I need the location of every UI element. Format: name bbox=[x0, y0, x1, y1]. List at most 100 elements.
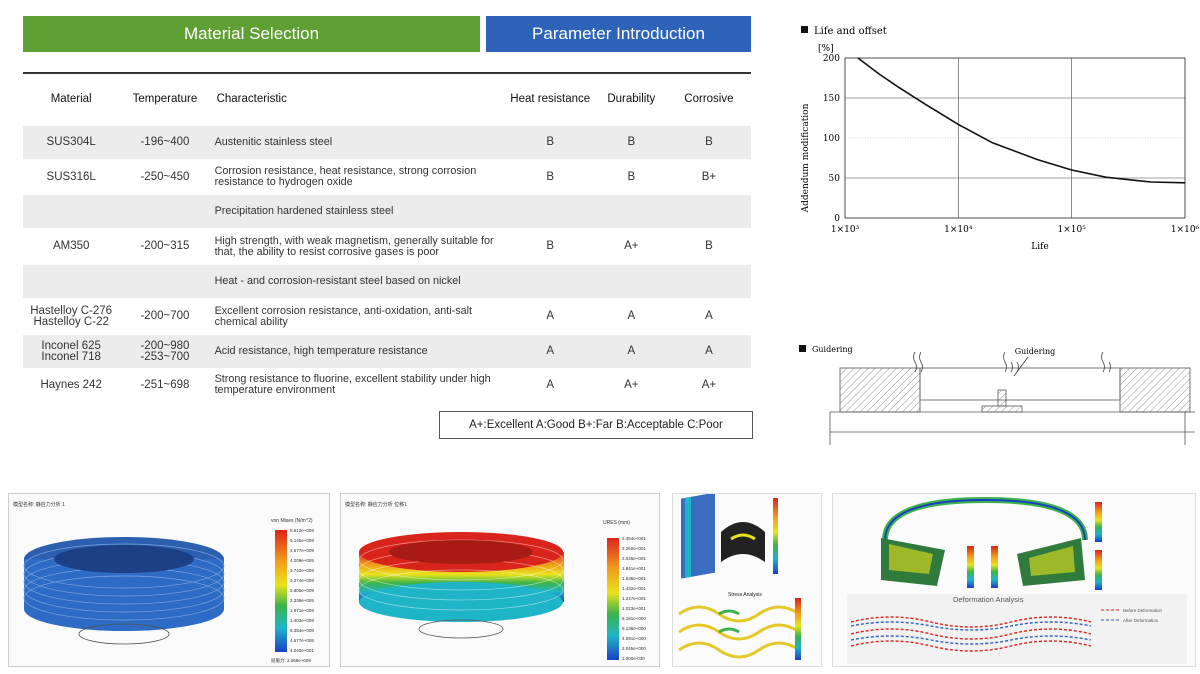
guidering-part bbox=[981, 405, 1023, 413]
temperature-cell: -250~450 bbox=[140, 170, 190, 183]
heat-cell: A bbox=[504, 335, 596, 368]
durability-cell: B bbox=[595, 126, 667, 159]
legend-value-label: 5.612e+009 bbox=[290, 528, 314, 533]
legend-value-label: 2.045e+001 bbox=[622, 556, 646, 561]
y-tick-label: 0 bbox=[834, 214, 840, 224]
table-row: Haynes 242 -251~698 Strong resistance to… bbox=[23, 368, 751, 402]
legend-value-label: 2.339e+009 bbox=[290, 598, 314, 603]
corrosive-cell: B bbox=[666, 126, 751, 159]
sim1-legend-title: von Mises (N/m^2) bbox=[271, 518, 313, 524]
legend-value-label: 2.250e+001 bbox=[622, 546, 646, 551]
seal-section-render bbox=[681, 492, 778, 579]
col-header-characteristic: Characteristic bbox=[216, 93, 287, 105]
durability-cell: A bbox=[595, 335, 667, 368]
legend-value-label: 4.677e+009 bbox=[290, 548, 314, 553]
legend-before-label: Before Deformation bbox=[1123, 608, 1163, 613]
coil-stack bbox=[23, 537, 225, 645]
tab-parameter-introduction[interactable]: Parameter Introduction bbox=[486, 16, 751, 52]
characteristic-cell: Excellent corrosion resistance, anti-oxi… bbox=[214, 304, 473, 328]
legend-value-label: 6.136e+000 bbox=[622, 626, 646, 631]
gasket-render bbox=[881, 496, 1102, 590]
legend-value-label: 1.000e-030 bbox=[622, 656, 645, 661]
temperature-cell: -200~980 -253~700 bbox=[119, 335, 211, 368]
heat-cell: B bbox=[546, 240, 555, 252]
legend-value-label: 4.091e+000 bbox=[622, 636, 646, 641]
legend-value-label: 8.181e+000 bbox=[622, 616, 646, 621]
deformation-title: Deformation Analysis bbox=[953, 595, 1024, 604]
temperature-cell: -196~400 bbox=[119, 126, 211, 159]
corrosive-cell: B bbox=[705, 240, 713, 252]
coil-stack-displacement bbox=[358, 532, 564, 639]
legend-value-label: 3.742e+009 bbox=[290, 568, 314, 573]
heat-cell: B bbox=[546, 170, 555, 183]
sim2-color-bar bbox=[607, 538, 619, 660]
corrosive-cell: A bbox=[666, 335, 751, 368]
legend-after-label: After Deformation bbox=[1123, 618, 1159, 623]
temperature-cell: -251~698 bbox=[140, 378, 190, 391]
legend-value-label: 2.045e+000 bbox=[622, 646, 646, 651]
temperature-cell: -200~700 bbox=[140, 310, 190, 322]
stress-simulation-1: 模型名称: 静应力分析 1 von Mises (N/m^2) 5.612e+0… bbox=[8, 493, 330, 667]
guidering-title-bullet bbox=[799, 345, 806, 352]
x-tick-label: 1×10⁶ bbox=[1171, 225, 1200, 235]
material-cell: Haynes 242 bbox=[40, 378, 102, 391]
right-housing bbox=[1119, 367, 1191, 413]
material-cell: Hastelloy C-276 Hastelloy C-22 bbox=[30, 304, 113, 328]
material-cell: SUS316L bbox=[46, 170, 96, 183]
sim1-footer: 屈服力: 2.068e+008 bbox=[271, 657, 311, 664]
legend-value-label: 2.806e+009 bbox=[290, 588, 314, 593]
tab-material-selection[interactable]: Material Selection bbox=[23, 16, 480, 52]
guidering-title: Guidering bbox=[812, 345, 853, 354]
table-row: SUS316L -250~450 Corrosion resistance, h… bbox=[23, 159, 751, 195]
table-row: SUS304L -196~400 Austenitic stainless st… bbox=[23, 126, 751, 159]
life-offset-chart-svg: Life and offset [%] Addendum modificatio… bbox=[801, 26, 1200, 252]
series-line bbox=[857, 57, 1186, 184]
characteristic-cell: High strength, with weak magnetism, gene… bbox=[214, 234, 494, 258]
stress-analysis-svg: Stress Analysis bbox=[678, 492, 801, 660]
y-tick-label: 200 bbox=[823, 54, 840, 64]
durability-cell: A+ bbox=[624, 378, 639, 391]
life-offset-chart: Life and offset [%] Addendum modificatio… bbox=[790, 18, 1200, 263]
legend-value-label: 9.354e+008 bbox=[290, 628, 314, 633]
sim2-legend-title: URES (mm) bbox=[603, 520, 630, 526]
heat-cell: B bbox=[504, 126, 596, 159]
deformation-box bbox=[847, 594, 1187, 664]
sim1-header: 模型名称: 静应力分析 1 bbox=[13, 501, 65, 508]
table-row: Hastelloy C-276 Hastelloy C-22 -200~700 … bbox=[23, 298, 751, 335]
guidering-callout: Guidering bbox=[1015, 347, 1056, 356]
characteristic-cell: Corrosion resistance, heat resistance, s… bbox=[214, 165, 477, 188]
y-tick-label: 150 bbox=[823, 94, 840, 104]
col-header-durability: Durability bbox=[607, 93, 656, 105]
chart-title: Life and offset bbox=[814, 26, 887, 37]
characteristic-cell: Acid resistance, high temperature resist… bbox=[210, 335, 505, 368]
material-cell: AM350 bbox=[52, 240, 90, 252]
wave-color-bar bbox=[795, 598, 801, 660]
seal-groove bbox=[919, 367, 1121, 401]
characteristic-cell: Strong resistance to fluorine, excellent… bbox=[214, 373, 491, 396]
legend-value-label: 1.841e+001 bbox=[622, 566, 646, 571]
stress-analysis-panel: Stress Analysis bbox=[672, 492, 822, 667]
corrosive-cell: A bbox=[705, 310, 713, 322]
section-label: Heat - and corrosion-resistant steel bas… bbox=[210, 265, 751, 298]
x-tick-label: 1×10⁴ bbox=[944, 225, 973, 235]
legend-value-label: 2.454e+001 bbox=[622, 536, 646, 541]
x-tick-label: 1×10³ bbox=[831, 225, 860, 235]
y-tick-label: 100 bbox=[823, 134, 840, 144]
stress-analysis-label: Stress Analysis bbox=[728, 592, 762, 598]
durability-cell: A+ bbox=[624, 240, 639, 252]
panel-color-bar bbox=[773, 498, 778, 574]
left-housing bbox=[839, 367, 921, 413]
durability-cell: A bbox=[627, 310, 636, 322]
material-table: Material Temperature Characteristic Heat… bbox=[23, 84, 751, 402]
displacement-simulation: 模型名称: 静应力分析 位移1 URES (mm) 2.454e+001 2.25… bbox=[340, 493, 660, 667]
chart-title-bullet bbox=[801, 26, 808, 33]
heat-cell: A bbox=[546, 378, 555, 391]
legend-value-label: 1.403e+009 bbox=[290, 618, 314, 623]
col-header-heat-resistance: Heat resistance bbox=[510, 93, 591, 105]
characteristic-cell: Austenitic stainless steel bbox=[210, 126, 505, 159]
col-header-corrosive: Corrosive bbox=[684, 93, 734, 105]
deformation-analysis-panel: Deformation Analysis Before Deformation … bbox=[832, 493, 1196, 667]
material-cell: SUS304L bbox=[23, 126, 120, 159]
chart-x-label: Life bbox=[1031, 242, 1049, 252]
sim2-header: 模型名称: 静应力分析 位移1 bbox=[345, 501, 407, 508]
